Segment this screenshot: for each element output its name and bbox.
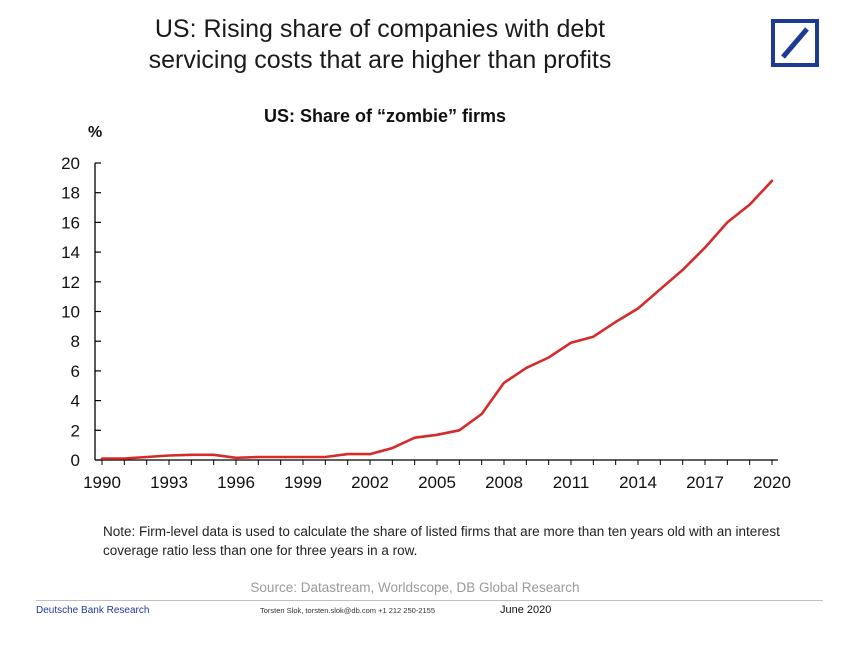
x-tick-label: 1990 bbox=[83, 473, 121, 492]
x-tick-label: 1999 bbox=[284, 473, 322, 492]
x-tick-label: 2020 bbox=[753, 473, 791, 492]
y-tick-label: 4 bbox=[71, 392, 80, 411]
headline-line-1: US: Rising share of companies with debt bbox=[154, 15, 606, 43]
footer-contact: Torsten Slok, torsten.slok@db.com +1 212… bbox=[260, 606, 436, 615]
x-tick-label: 2008 bbox=[485, 473, 523, 492]
y-tick-label: 18 bbox=[61, 184, 80, 203]
x-tick-label: 2002 bbox=[351, 473, 389, 492]
zombie-share-line bbox=[100, 179, 774, 460]
deutsche-bank-logo bbox=[771, 19, 819, 67]
x-tick-label: 1993 bbox=[150, 473, 188, 492]
y-tick-label: 16 bbox=[61, 213, 80, 232]
x-tick-label: 2005 bbox=[418, 473, 456, 492]
chart-note: Note: Firm-level data is used to calcula… bbox=[103, 524, 780, 558]
x-tick-label: 2014 bbox=[619, 473, 657, 492]
y-tick-label: 2 bbox=[71, 421, 80, 440]
y-tick-label: 14 bbox=[61, 243, 80, 262]
headline-line-2: servicing costs that are higher than pro… bbox=[148, 46, 612, 74]
x-tick-label: 1996 bbox=[217, 473, 255, 492]
y-axis-unit-label: % bbox=[88, 124, 103, 141]
chart-ticks: 0 2 4 6 8 10 12 14 16 18 20 1990 1993 1996 1999 2002 200… bbox=[61, 154, 791, 492]
y-tick-label: 0 bbox=[71, 451, 80, 470]
chart-title: US: Share of “zombie” firms bbox=[263, 106, 507, 126]
line-chart: 0 2 4 6 8 10 12 14 16 18 20 1990 1993 1996 1999 2002 200… bbox=[61, 154, 791, 492]
y-tick-label: 12 bbox=[61, 273, 80, 292]
y-tick-label: 8 bbox=[71, 332, 80, 351]
y-tick-label: 20 bbox=[61, 154, 80, 173]
x-tick-label: 2017 bbox=[686, 473, 724, 492]
source-line: Source: Datastream, Worldscope, DB Globa… bbox=[250, 580, 580, 595]
footer-divider bbox=[36, 600, 823, 601]
chart-series bbox=[100, 179, 774, 460]
footer-date: June 2020 bbox=[500, 604, 552, 616]
footer-brand: Deutsche Bank Research bbox=[36, 605, 150, 616]
y-tick-label: 10 bbox=[61, 303, 80, 322]
x-tick-label: 2011 bbox=[553, 473, 590, 492]
y-tick-label: 6 bbox=[71, 362, 80, 381]
headline: US: Rising share of companies with debt … bbox=[60, 14, 700, 76]
chart-axes bbox=[94, 163, 778, 461]
